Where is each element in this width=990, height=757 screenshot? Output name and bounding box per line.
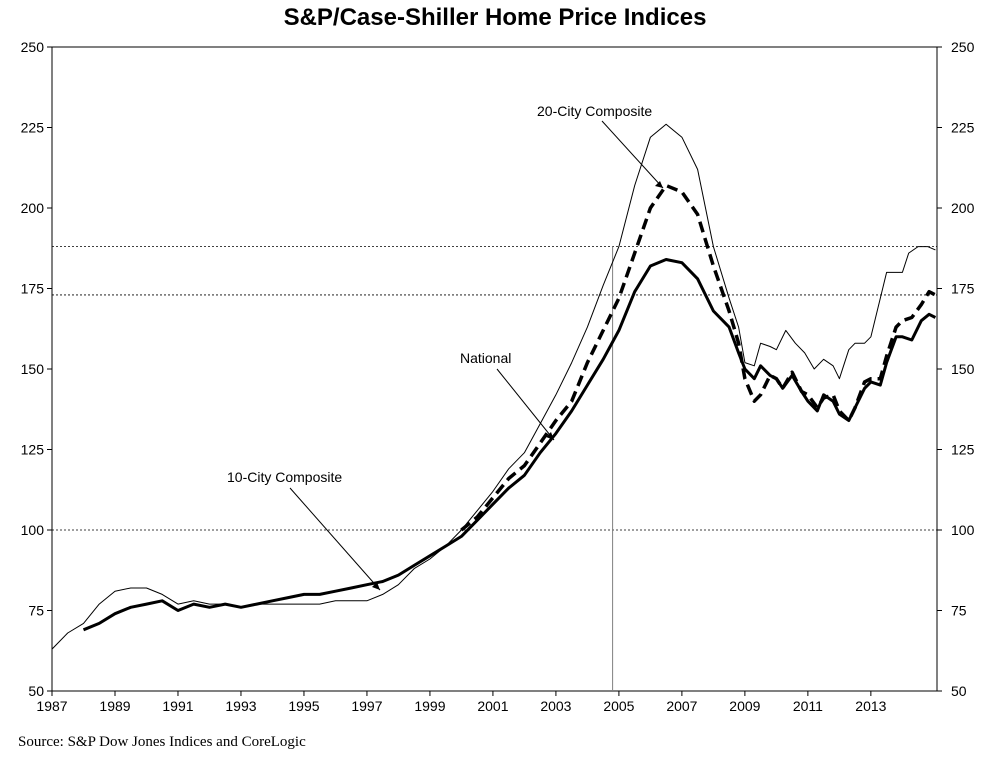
y-tick-label-left: 175 [21,281,45,297]
y-tick-label-left: 250 [21,39,45,55]
y-tick-label-right: 250 [951,39,975,55]
y-tick-label-right: 50 [951,683,967,699]
annotation-10-city-arrowhead [372,582,380,590]
reference-lines [52,246,937,531]
x-tick-label: 2003 [540,698,571,714]
x-tick-label: 1987 [36,698,67,714]
x-tick-label: 2007 [666,698,697,714]
annotation-10-city: 10-City Composite [227,469,342,485]
chart-title: S&P/Case-Shiller Home Price Indices [283,4,707,31]
y-tick-label-right: 225 [951,120,975,136]
series-line-national [82,258,937,632]
y-tick-label-right: 125 [951,442,975,458]
x-tick-label: 2005 [603,698,634,714]
annotations: 20-City Composite National 10-City Compo… [227,103,664,591]
x-tick-label: 1995 [288,698,319,714]
series-lines [51,123,937,650]
annotation-national-arrowhead [546,432,554,440]
plot-frame [51,46,938,692]
y-tick-label-left: 225 [21,120,45,136]
y-tick-label-left: 100 [21,522,45,538]
y-tick-label-right: 200 [951,200,975,216]
y-tick-label-left: 75 [28,603,44,619]
x-tick-label: 2011 [793,698,823,714]
annotation-10-city-arrow [289,487,381,591]
series-line-20-city-composite [460,183,937,532]
x-tick-label: 1999 [414,698,445,714]
y-tick-label-right: 175 [951,281,975,297]
y-axis-right-ticks: 50 75 100 125 150 175 200 225 250 [937,39,975,699]
x-tick-label: 1991 [162,698,193,714]
x-tick-label: 1993 [225,698,256,714]
x-tick-label: 2013 [855,698,886,714]
series-line-10-city-composite [51,123,936,650]
y-tick-label-right: 75 [951,603,967,619]
annotation-national-arrow [496,368,555,441]
y-tick-label-left: 150 [21,361,45,377]
annotation-national: National [460,350,511,366]
x-tick-label: 2009 [729,698,760,714]
annotation-20-city-arrowhead [655,181,663,188]
y-tick-label-left: 200 [21,200,45,216]
y-tick-label-left: 50 [28,683,44,699]
annotation-20-city: 20-City Composite [537,103,652,119]
annotation-20-city-arrow [601,120,664,189]
y-tick-label-right: 150 [951,361,975,377]
x-tick-label: 1997 [351,698,382,714]
x-axis-ticks: 1987 1989 1991 1993 1995 1997 1999 2001 2003 2005… [36,691,887,714]
y-axis-left-ticks: 50 75 100 125 150 175 200 225 250 [21,39,52,699]
x-tick-label: 2001 [477,698,508,714]
y-tick-label-right: 100 [951,522,975,538]
source-note: Source: S&P Dow Jones Indices and CoreLo… [18,734,306,750]
x-tick-label: 1989 [99,698,130,714]
y-tick-label-left: 125 [21,442,45,458]
